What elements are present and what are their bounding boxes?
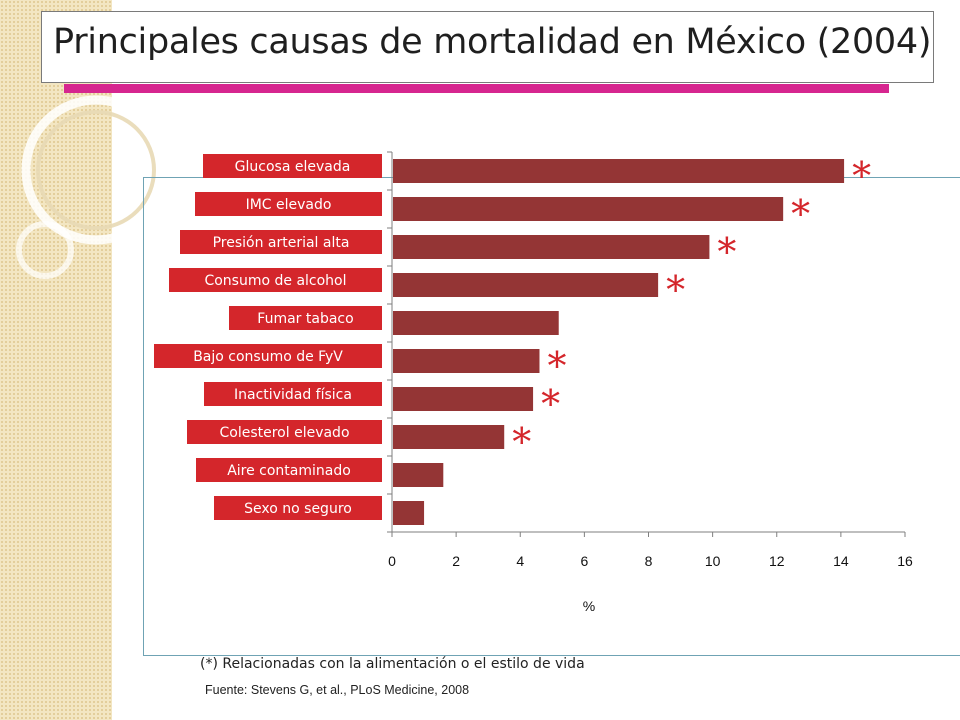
title-box: Principales causas de mortalidad en Méxi…	[41, 11, 934, 83]
source-citation: Fuente: Stevens G, et al., PLoS Medicine…	[205, 683, 470, 697]
bars-layer	[393, 159, 845, 525]
x-tick-label: 4	[516, 553, 524, 569]
asterisk-marker: *	[717, 230, 736, 274]
asterisk-marker: *	[541, 382, 560, 426]
x-tick-label: 6	[580, 553, 588, 569]
x-tick-label: 0	[388, 553, 396, 569]
category-label: Sexo no seguro	[244, 501, 352, 517]
category-label-box	[195, 192, 382, 216]
category-label-box	[154, 344, 382, 368]
x-axis-label: %	[583, 598, 595, 614]
slide-title: Principales causas de mortalidad en Méxi…	[53, 22, 932, 62]
category-label: Bajo consumo de FyV	[193, 349, 343, 365]
asterisk-markers-layer: *******	[512, 154, 871, 464]
x-tick-label: 8	[645, 553, 653, 569]
bar	[393, 311, 559, 335]
asterisk-marker: *	[666, 268, 685, 312]
footnote: (*) Relacionadas con la alimentación o e…	[200, 656, 585, 672]
x-tick-label: 10	[705, 553, 721, 569]
asterisk-marker: *	[512, 420, 531, 464]
decorative-ring-inner	[36, 110, 156, 230]
bar	[393, 197, 784, 221]
decorative-circles	[16, 95, 171, 279]
bar	[393, 463, 444, 487]
asterisk-marker: *	[852, 154, 871, 198]
category-labels-layer: Glucosa elevada IMC elevado Presión arteri…	[154, 154, 382, 520]
x-tick-label: 14	[833, 553, 849, 569]
x-tick-label: 16	[897, 553, 913, 569]
category-label: Aire contaminado	[227, 463, 351, 479]
x-tick-label: 2	[452, 553, 460, 569]
decorative-side-strip	[0, 0, 112, 720]
category-label-box	[169, 268, 382, 292]
bar	[393, 387, 534, 411]
category-label-box	[180, 230, 382, 254]
category-label: Fumar tabaco	[257, 311, 353, 327]
bar	[393, 349, 540, 373]
x-tick-label: 12	[769, 553, 785, 569]
asterisk-marker: *	[791, 192, 810, 236]
category-label-box	[229, 306, 382, 330]
bar	[393, 273, 659, 297]
category-label-box	[203, 154, 382, 178]
bar	[393, 425, 505, 449]
axis-layer: 0 2 4 6 8 10 12 14 16	[387, 151, 913, 569]
category-label-box	[214, 496, 382, 520]
category-label: Inactividad física	[234, 387, 352, 403]
decorative-ring-outer	[21, 95, 171, 245]
decorative-ring-small	[16, 221, 74, 279]
title-underline	[64, 84, 889, 93]
bar	[393, 501, 425, 525]
category-label: Consumo de alcohol	[204, 273, 346, 289]
category-label: Glucosa elevada	[235, 159, 351, 175]
category-label: IMC elevado	[246, 197, 332, 213]
category-label-box	[204, 382, 382, 406]
bar	[393, 235, 710, 259]
category-label: Colesterol elevado	[219, 425, 349, 441]
category-label-box	[187, 420, 382, 444]
asterisk-marker: *	[547, 344, 566, 388]
category-label-box	[196, 458, 382, 482]
bar	[393, 159, 845, 183]
category-label: Presión arterial alta	[213, 235, 350, 251]
